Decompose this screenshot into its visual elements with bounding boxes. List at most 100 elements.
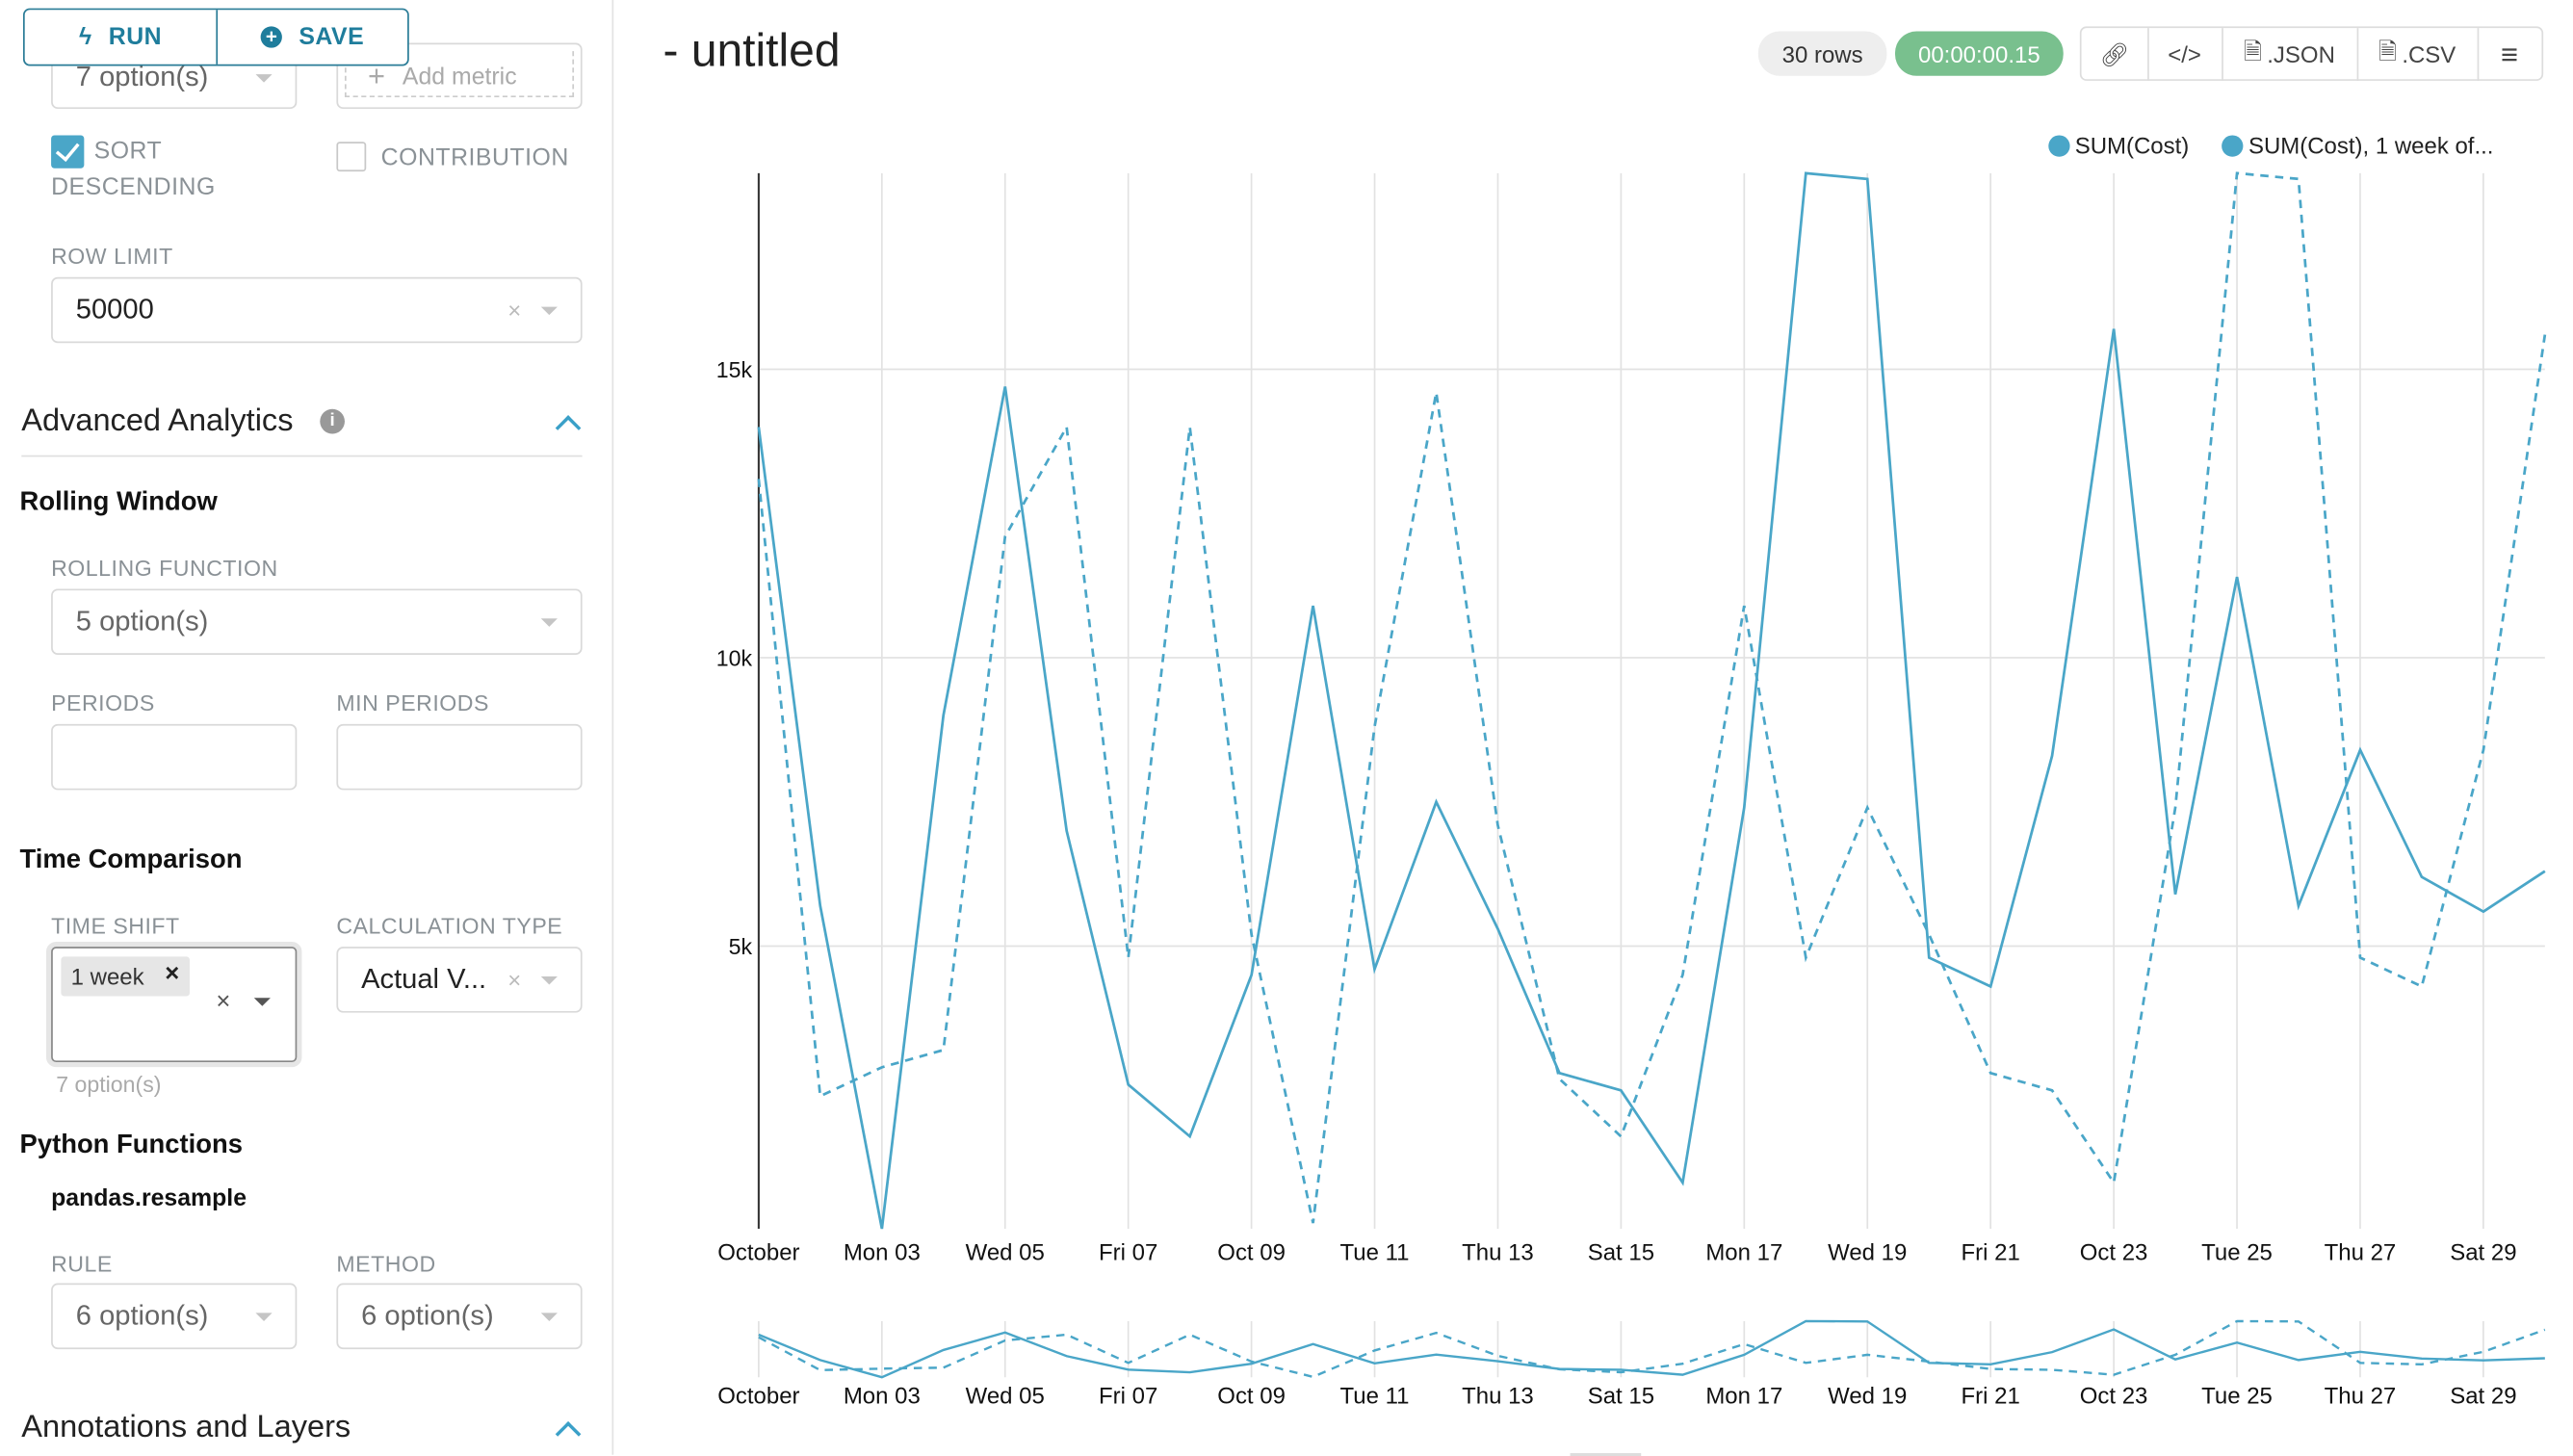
y-tick-label: 15k (716, 357, 753, 382)
method-label: METHOD (336, 1252, 436, 1277)
x-tick-label: Tue 11 (1340, 1240, 1410, 1266)
export-button-group (2079, 26, 2544, 81)
periods-input[interactable] (51, 723, 298, 791)
run-save-group: ϟ RUN + SAVE (22, 8, 409, 66)
menu-button[interactable]: ≡ (2478, 28, 2542, 81)
rows-badge: 30 rows (1757, 31, 1887, 76)
x-tick-label: Thu 27 (2325, 1384, 2397, 1410)
caret-down-icon (253, 998, 271, 1006)
x-tick-label: October (717, 1384, 799, 1410)
x-tick-label: Fri 21 (1962, 1384, 2020, 1410)
y-tick-label: 5k (729, 934, 753, 959)
x-tick-label: Thu 13 (1462, 1240, 1534, 1266)
x-tick-label: Fri 07 (1099, 1240, 1157, 1266)
x-tick-label: Tue 11 (1340, 1384, 1410, 1410)
rule-value: 6 option(s) (75, 1299, 209, 1332)
time-shift-select[interactable]: 1 week × × (45, 942, 302, 1068)
remove-tag-icon[interactable]: × (165, 959, 180, 988)
x-tick-label: Oct 09 (1217, 1240, 1286, 1266)
legend-item[interactable]: SUM(Cost) (2048, 132, 2189, 158)
advanced-analytics-title[interactable]: Advanced Analytics (21, 403, 294, 439)
x-tick-label: Fri 07 (1099, 1384, 1157, 1410)
export-csv-button[interactable]: 🗎 .CSV (2357, 28, 2480, 81)
legend-label: SUM(Cost), 1 week of... (2248, 132, 2494, 159)
sort-descending-checkbox[interactable] (51, 135, 85, 169)
caret-down-icon (540, 618, 558, 627)
export-json-button[interactable]: 🗎 .JSON (2222, 28, 2359, 81)
caret-down-icon (540, 975, 558, 985)
legend-dot-icon (2222, 134, 2244, 156)
x-tick-label: Oct 23 (2080, 1384, 2148, 1410)
annotations-title[interactable]: Annotations and Layers (21, 1410, 351, 1445)
series-line-comparison (758, 1319, 2546, 1379)
chart-title[interactable]: - untitled (663, 24, 841, 76)
rolling-function-select[interactable]: 5 option(s) (51, 588, 583, 655)
add-metric-box[interactable]: + Add metric (336, 42, 583, 110)
series-line-cost (757, 171, 2546, 1230)
pandas-resample-label: pandas.resample (51, 1185, 247, 1212)
control-panel: 7 option(s) + Add metric ϟ RUN + SAVE SORT… (0, 0, 614, 1455)
x-tick-label: Mon 17 (1705, 1384, 1782, 1410)
save-button[interactable]: + SAVE (218, 10, 407, 65)
legend-dot-icon (2048, 134, 2070, 156)
min-periods-input[interactable] (336, 723, 583, 791)
top-select-value: 7 option(s) (75, 61, 209, 92)
caret-down-icon (540, 306, 558, 316)
method-value: 6 option(s) (361, 1299, 494, 1332)
link-button[interactable]: 🔗︎ (2082, 28, 2149, 81)
rolling-function-value: 5 option(s) (75, 605, 209, 637)
contribution-checkbox[interactable] (336, 142, 367, 172)
row-limit-label: ROW LIMIT (51, 244, 173, 270)
rule-label: RULE (51, 1252, 113, 1277)
calc-type-value: Actual V... (361, 963, 487, 995)
save-label: SAVE (299, 23, 365, 51)
code-icon: </> (2168, 40, 2201, 68)
caret-down-icon (540, 1313, 558, 1321)
info-icon[interactable]: i (320, 408, 345, 434)
x-tick-label: October (717, 1240, 799, 1266)
method-select[interactable]: 6 option(s) (336, 1283, 583, 1350)
x-tick-label: Sat 15 (1588, 1384, 1654, 1410)
time-shift-tag: 1 week × (61, 956, 190, 997)
clear-icon[interactable]: × (216, 987, 231, 1017)
clear-icon[interactable]: × (507, 966, 522, 994)
run-button[interactable]: ϟ RUN (25, 10, 219, 65)
run-label: RUN (108, 23, 163, 51)
x-tick-label: Sat 15 (1588, 1240, 1654, 1266)
calc-type-select[interactable]: Actual V... × (336, 947, 583, 1013)
y-tick-label: 10k (716, 646, 753, 671)
descending-label: DESCENDING (51, 174, 216, 201)
row-limit-select[interactable]: 50000 × (51, 276, 583, 344)
time-shift-tag-label: 1 week (70, 963, 144, 990)
timer-badge: 00:00:00.15 (1895, 31, 2064, 76)
time-comparison-title: Time Comparison (19, 845, 243, 874)
file-text-icon: 🗎 (2378, 38, 2398, 65)
x-tick-label: Mon 17 (1705, 1240, 1782, 1266)
row-limit-value: 50000 (75, 293, 154, 325)
periods-label: PERIODS (51, 690, 155, 716)
legend-item[interactable]: SUM(Cost), 1 week of... (2222, 132, 2494, 159)
x-tick-label: Oct 09 (1217, 1384, 1286, 1410)
x-tick-label: Fri 21 (1962, 1240, 2020, 1266)
link-icon: 🔗︎ (2099, 39, 2130, 67)
x-tick-label: Oct 23 (2080, 1240, 2148, 1266)
clear-icon[interactable]: × (507, 297, 522, 324)
plus-icon: + (367, 59, 385, 92)
series-line-comparison (757, 171, 2547, 1224)
json-label: .JSON (2267, 40, 2335, 68)
calc-type-label: CALCULATION TYPE (336, 913, 563, 939)
plus-circle-icon: + (260, 26, 283, 48)
min-periods-label: MIN PERIODS (336, 690, 489, 716)
x-tick-label: Thu 13 (1462, 1384, 1534, 1410)
divider (21, 455, 583, 457)
rule-select[interactable]: 6 option(s) (51, 1283, 298, 1350)
file-code-icon: 🗎 (2243, 38, 2263, 65)
x-tick-label: Sat 29 (2450, 1240, 2516, 1266)
embed-code-button[interactable]: </> (2147, 28, 2223, 81)
x-tick-label: Mon 03 (844, 1240, 921, 1266)
csv-label: .CSV (2402, 40, 2456, 68)
x-tick-label: Wed 05 (966, 1240, 1045, 1266)
x-tick-label: Sat 29 (2450, 1384, 2516, 1410)
legend: SUM(Cost) SUM(Cost), 1 week of... (2048, 132, 2493, 158)
